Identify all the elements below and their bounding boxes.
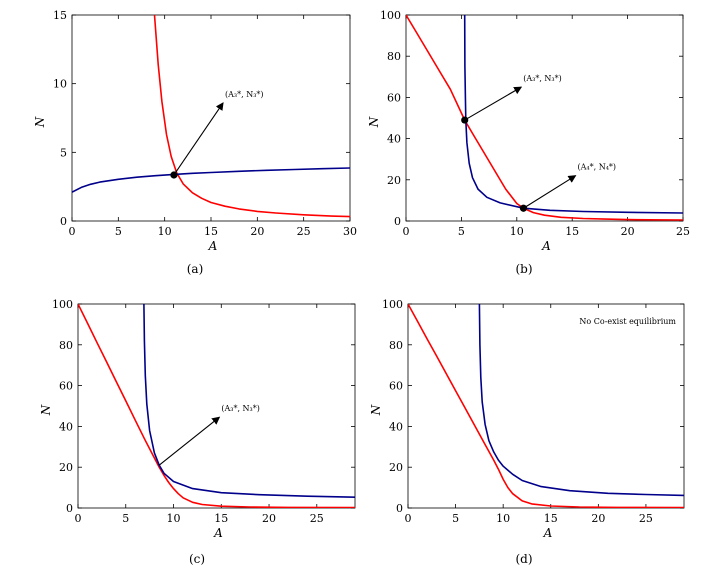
x-tick-label: 10 xyxy=(510,225,524,238)
x-tick-label: 15 xyxy=(544,512,558,525)
y-tick-label: 10 xyxy=(53,78,67,91)
panel-c: 0 5 10 15 20 25 0 20 40 60 80 100 A N (A₃*, N₃*) (c) xyxy=(39,298,356,566)
y-tick-label: 60 xyxy=(387,91,401,104)
series-group xyxy=(408,304,684,508)
x-tick-label: 5 xyxy=(458,225,465,238)
series-group xyxy=(406,15,683,221)
axes-frame xyxy=(77,303,356,509)
x-tick-label: 0 xyxy=(69,225,76,238)
y-tick-label: 80 xyxy=(389,339,403,352)
x-tick-label: 5 xyxy=(122,512,129,525)
x-axis-label: A xyxy=(543,526,553,540)
x-axis-label: A xyxy=(208,239,218,253)
annotation-arrow xyxy=(464,86,523,121)
equilibrium-point xyxy=(519,204,528,212)
y-tick-label: 40 xyxy=(387,133,401,146)
x-axis-label: A xyxy=(541,239,551,253)
x-tick-label: 10 xyxy=(167,512,181,525)
no-equilibrium-note: No Co-exist equilibrium xyxy=(579,317,676,326)
panel-caption: (a) xyxy=(187,262,204,276)
y-tick-label: 0 xyxy=(60,215,67,228)
x-tick-label: 0 xyxy=(403,225,410,238)
panel-caption: (c) xyxy=(189,552,205,566)
series-group xyxy=(78,304,355,508)
x-tick-label: 15 xyxy=(214,512,228,525)
annotation-label: (A₃*, N₃*) xyxy=(225,90,264,99)
y-tick-label: 5 xyxy=(60,146,67,159)
y-tick-label: 20 xyxy=(389,461,403,474)
axes-frame xyxy=(71,14,351,222)
red-curve xyxy=(78,304,355,508)
x-tick-label: 20 xyxy=(621,225,635,238)
x-tick-label: 0 xyxy=(405,512,412,525)
x-tick-label: 25 xyxy=(297,225,311,238)
y-tick-label: 0 xyxy=(394,215,401,228)
y-tick-label: 40 xyxy=(59,420,73,433)
blue-curve xyxy=(478,304,684,497)
x-tick-label: 15 xyxy=(565,225,579,238)
blue-curve xyxy=(143,304,355,498)
y-axis-label: N xyxy=(367,116,381,128)
red-curve xyxy=(153,15,350,218)
panel-caption: (d) xyxy=(515,552,532,566)
y-tick-label: 80 xyxy=(387,50,401,63)
panel-caption: (b) xyxy=(515,262,532,276)
x-tick-label: 20 xyxy=(591,512,605,525)
x-tick-label: 20 xyxy=(250,225,264,238)
y-tick-label: 60 xyxy=(59,380,73,393)
y-tick-label: 20 xyxy=(59,461,73,474)
blue-curve xyxy=(72,167,350,193)
axes-frame xyxy=(405,14,684,222)
y-tick-label: 15 xyxy=(53,9,67,22)
annotation-arrow xyxy=(158,416,221,466)
y-tick-label: 20 xyxy=(387,174,401,187)
x-tick-label: 25 xyxy=(639,512,653,525)
annotation-arrow xyxy=(523,175,577,209)
x-tick-label: 30 xyxy=(343,225,357,238)
red-curve xyxy=(406,15,683,221)
x-tick-label: 0 xyxy=(75,512,82,525)
equilibrium-point xyxy=(461,116,469,124)
annotation-label: (A₃*, N₃*) xyxy=(523,74,562,83)
x-tick-label: 15 xyxy=(204,225,218,238)
y-tick-label: 0 xyxy=(66,502,73,515)
blue-curve xyxy=(463,15,683,214)
series-group xyxy=(72,15,350,218)
x-tick-label: 25 xyxy=(676,225,690,238)
y-tick-label: 100 xyxy=(380,9,401,22)
x-tick-label: 5 xyxy=(115,225,122,238)
x-tick-label: 10 xyxy=(496,512,510,525)
x-axis-label: A xyxy=(213,526,223,540)
panel-d: 0 5 10 15 20 25 0 20 40 60 80 100 A N No Co-exist equi… xyxy=(369,298,685,566)
y-tick-label: 80 xyxy=(59,339,73,352)
y-tick-label: 60 xyxy=(389,380,403,393)
y-tick-label: 0 xyxy=(396,502,403,515)
equilibrium-point xyxy=(170,171,178,179)
x-tick-label: 5 xyxy=(452,512,459,525)
y-tick-label: 40 xyxy=(389,420,403,433)
annotation-arrow xyxy=(173,102,224,176)
panel-b: 0 5 10 15 20 25 0 20 40 60 80 100 A N (A₃*, N₃*) (A₄*, … xyxy=(367,9,690,276)
y-tick-label: 100 xyxy=(382,298,403,311)
axes-frame xyxy=(407,303,685,509)
y-axis-label: N xyxy=(39,404,53,416)
y-tick-label: 100 xyxy=(52,298,73,311)
x-tick-label: 10 xyxy=(158,225,172,238)
annotation-label: (A₃*, N₃*) xyxy=(221,404,260,413)
y-axis-label: N xyxy=(33,116,47,128)
x-tick-label: 20 xyxy=(262,512,276,525)
y-axis-label: N xyxy=(369,404,383,416)
annotation-label: (A₄*, N₄*) xyxy=(578,163,617,172)
x-tick-label: 25 xyxy=(310,512,324,525)
red-curve xyxy=(408,304,684,508)
